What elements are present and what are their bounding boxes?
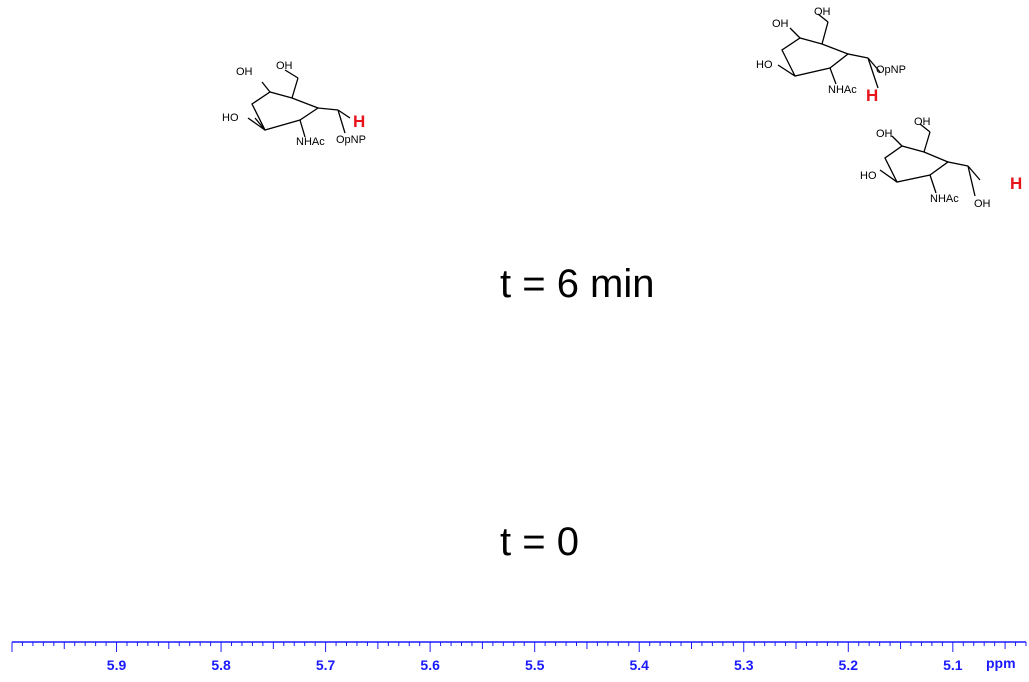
series-label-t6: t = 6 min — [500, 262, 655, 306]
x-tick-label: 5.5 — [525, 657, 545, 673]
s3-label-h: H — [1010, 174, 1023, 193]
s1-label-oh2: OH — [276, 60, 293, 72]
alpha-pnp-structure — [247, 69, 351, 138]
s2-label-ho: HO — [756, 59, 773, 71]
s3-label-oh2: OH — [914, 116, 931, 128]
s2-label-opnp: OpNP — [876, 64, 906, 76]
x-tick-label: 5.3 — [734, 657, 754, 673]
x-tick-label: 5.8 — [211, 657, 231, 673]
s3-label-nhac: NHAc — [930, 193, 959, 205]
s3-label-oh1: OH — [876, 128, 893, 140]
s2-label-oh1: OH — [772, 18, 789, 30]
s2-label-h: H — [866, 86, 879, 105]
s1-label-nhac: NHAc — [296, 136, 325, 148]
axis-unit-label: ppm — [986, 655, 1016, 671]
series-label-t0: t = 0 — [500, 520, 579, 564]
s1-label-h: H — [353, 112, 366, 131]
free-sugar-structure — [879, 123, 981, 197]
s3-label-oh3: OH — [974, 198, 991, 210]
x-tick-label: 5.6 — [420, 657, 440, 673]
s1-label-opnp: OpNP — [336, 134, 366, 146]
x-tick-label: 5.7 — [316, 657, 336, 673]
x-tick-label: 5.9 — [107, 657, 127, 673]
s2-label-oh2: OH — [814, 6, 831, 18]
x-tick-label: 5.2 — [839, 657, 859, 673]
s1-label-oh1: OH — [236, 66, 253, 78]
beta-pnp-structure — [777, 13, 881, 89]
s2-label-nhac: NHAc — [828, 84, 857, 96]
x-tick-label: 5.4 — [629, 657, 649, 673]
x-tick-label: 5.1 — [943, 657, 963, 673]
s3-label-ho: HO — [860, 170, 877, 182]
s1-label-ho: HO — [222, 112, 239, 124]
